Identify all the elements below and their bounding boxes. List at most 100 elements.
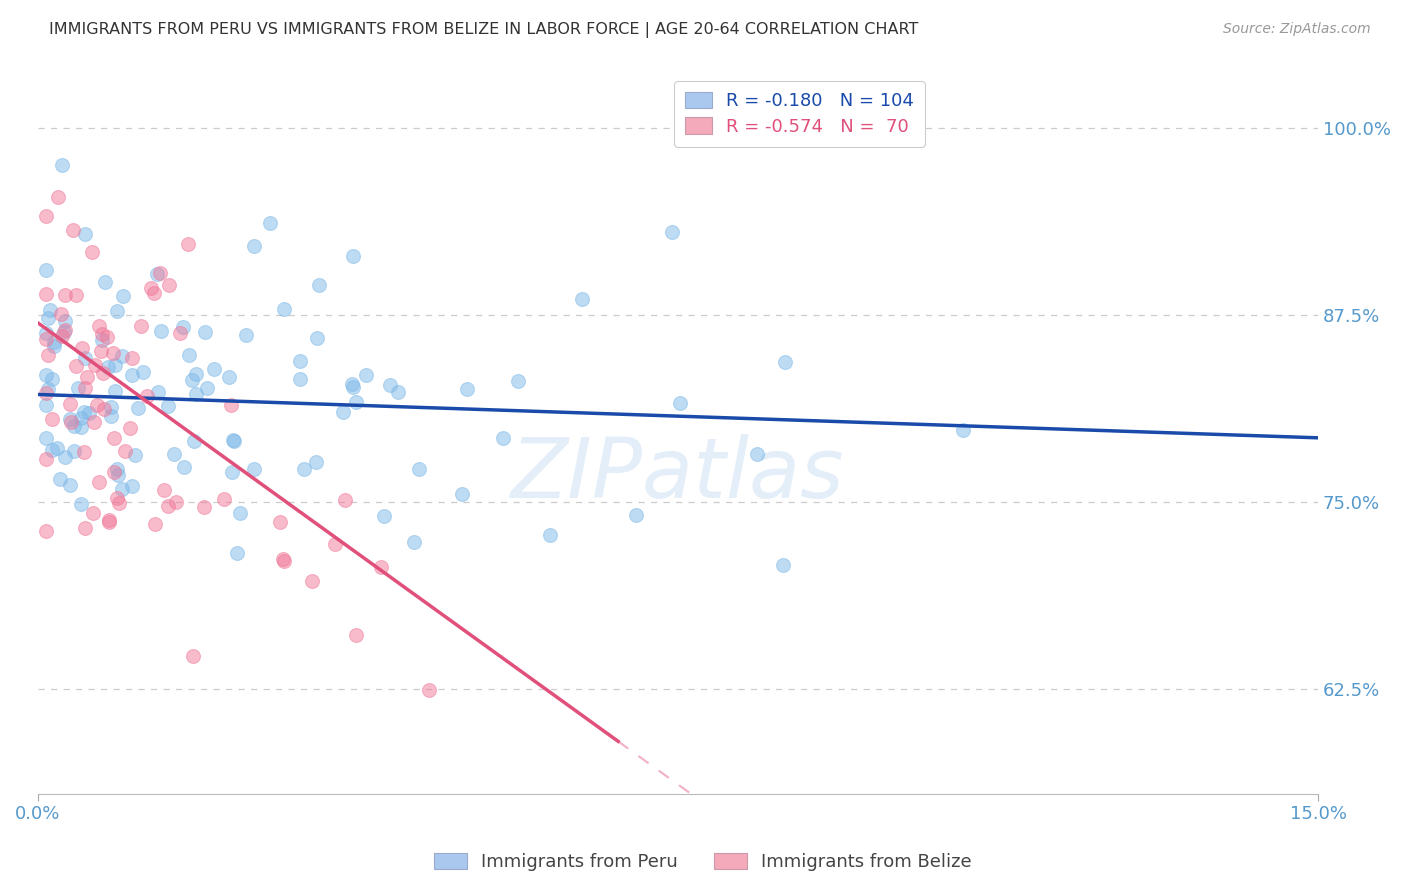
Point bbox=[86, 398, 108, 412]
Point bbox=[41, 443, 63, 458]
Point bbox=[51, 307, 73, 321]
Point bbox=[212, 492, 235, 507]
Point bbox=[48, 472, 70, 486]
Point bbox=[62, 222, 84, 236]
Point bbox=[342, 377, 364, 392]
Point bbox=[354, 368, 377, 383]
Point bbox=[235, 328, 257, 343]
Point bbox=[35, 524, 58, 538]
Point bbox=[242, 461, 264, 475]
Point bbox=[173, 460, 195, 475]
Legend: Immigrants from Peru, Immigrants from Belize: Immigrants from Peru, Immigrants from Be… bbox=[427, 846, 979, 879]
Point bbox=[70, 419, 93, 434]
Point bbox=[55, 314, 77, 328]
Point bbox=[53, 450, 76, 464]
Point bbox=[121, 351, 143, 366]
Point bbox=[456, 382, 478, 396]
Point bbox=[183, 434, 205, 448]
Point bbox=[180, 373, 202, 387]
Point bbox=[75, 227, 97, 241]
Point bbox=[148, 384, 170, 399]
Point bbox=[107, 462, 129, 476]
Point bbox=[387, 384, 409, 399]
Point bbox=[35, 431, 58, 445]
Point bbox=[156, 399, 179, 413]
Point bbox=[72, 341, 94, 355]
Point bbox=[103, 431, 125, 445]
Point bbox=[69, 410, 91, 425]
Point bbox=[165, 495, 187, 509]
Point bbox=[179, 348, 201, 362]
Point bbox=[145, 267, 167, 281]
Point bbox=[193, 500, 215, 514]
Point bbox=[373, 509, 395, 524]
Point bbox=[451, 487, 474, 501]
Point bbox=[75, 521, 97, 535]
Point bbox=[96, 330, 118, 344]
Point bbox=[114, 443, 136, 458]
Point bbox=[91, 366, 114, 380]
Point bbox=[46, 441, 69, 455]
Point bbox=[344, 394, 367, 409]
Point bbox=[91, 327, 114, 342]
Point bbox=[305, 331, 328, 345]
Point bbox=[150, 324, 173, 338]
Point bbox=[305, 455, 328, 469]
Point bbox=[41, 412, 63, 426]
Point bbox=[333, 492, 356, 507]
Point bbox=[508, 374, 530, 388]
Point bbox=[103, 346, 125, 360]
Point bbox=[105, 304, 128, 318]
Point bbox=[132, 365, 155, 379]
Point bbox=[35, 385, 58, 400]
Point bbox=[59, 412, 82, 426]
Point bbox=[124, 448, 146, 462]
Point bbox=[153, 483, 176, 497]
Point bbox=[35, 398, 58, 412]
Point bbox=[59, 478, 82, 492]
Point bbox=[228, 506, 250, 520]
Point bbox=[202, 361, 225, 376]
Point bbox=[65, 287, 87, 301]
Point bbox=[35, 452, 58, 467]
Point bbox=[269, 515, 291, 529]
Point bbox=[97, 513, 120, 527]
Point bbox=[35, 326, 58, 340]
Point bbox=[108, 496, 131, 510]
Point bbox=[121, 479, 143, 493]
Point bbox=[97, 515, 120, 529]
Point bbox=[107, 468, 129, 483]
Point bbox=[418, 682, 440, 697]
Point bbox=[73, 445, 96, 459]
Point bbox=[70, 497, 93, 511]
Point bbox=[46, 190, 69, 204]
Point bbox=[259, 216, 281, 230]
Point bbox=[37, 348, 59, 362]
Point bbox=[51, 329, 73, 343]
Point bbox=[41, 372, 63, 386]
Point bbox=[290, 354, 312, 368]
Point bbox=[143, 516, 166, 531]
Point bbox=[53, 323, 76, 337]
Point bbox=[65, 359, 87, 374]
Point bbox=[157, 278, 180, 293]
Point bbox=[346, 627, 368, 641]
Point bbox=[83, 358, 105, 372]
Point bbox=[63, 419, 86, 434]
Point bbox=[308, 277, 330, 292]
Point bbox=[121, 368, 143, 382]
Text: IMMIGRANTS FROM PERU VS IMMIGRANTS FROM BELIZE IN LABOR FORCE | AGE 20-64 CORREL: IMMIGRANTS FROM PERU VS IMMIGRANTS FROM … bbox=[49, 22, 918, 38]
Point bbox=[243, 239, 266, 253]
Point bbox=[380, 378, 402, 392]
Point bbox=[53, 287, 76, 301]
Point bbox=[273, 554, 295, 568]
Point bbox=[93, 401, 115, 416]
Point bbox=[408, 462, 430, 476]
Point bbox=[219, 398, 242, 412]
Point bbox=[492, 431, 515, 445]
Point bbox=[90, 343, 112, 358]
Text: ZIPatlas: ZIPatlas bbox=[512, 434, 845, 515]
Point bbox=[156, 500, 179, 514]
Point bbox=[172, 320, 194, 334]
Point bbox=[571, 292, 593, 306]
